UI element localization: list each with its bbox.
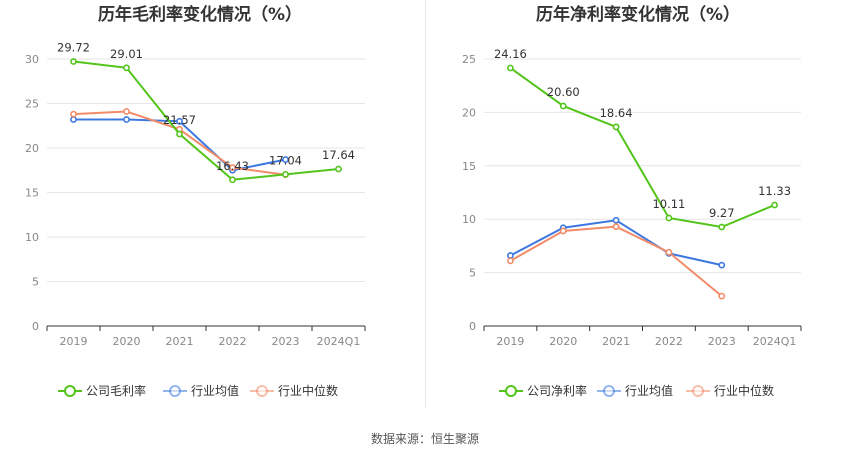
data-label: 9.27 <box>709 206 735 220</box>
chart-title: 历年毛利率变化情况（%） <box>98 4 302 25</box>
x-tick-label: 2024Q1 <box>317 335 361 348</box>
data-point <box>123 116 130 123</box>
legend-item: 行业中位数 <box>686 383 774 398</box>
data-point <box>612 123 620 131</box>
x-tick-label: 2020 <box>113 335 141 348</box>
data-point <box>176 130 183 138</box>
data-point <box>612 216 620 224</box>
data-point <box>718 292 726 300</box>
data-point <box>507 252 514 259</box>
data-point <box>559 102 567 110</box>
data-point <box>229 164 236 171</box>
data-point <box>176 117 183 125</box>
data-label: 20.60 <box>547 85 580 99</box>
gross-margin-chart-panel: 历年毛利率变化情况（%） 0 5 10 15 20 25 30 2019 2020 2021 2022… <box>0 0 425 420</box>
y-tick-label: 5 <box>32 276 39 289</box>
data-point <box>559 227 567 235</box>
data-label: 16.43 <box>216 159 249 173</box>
data-point <box>123 108 130 115</box>
data-label: 29.01 <box>110 47 143 61</box>
y-tick-label: 25 <box>25 98 39 111</box>
net-margin-chart-panel: 历年净利率变化情况（%） 0 5 10 15 20 25 2019 2020 2021 2022 20… <box>426 0 850 420</box>
data-point <box>612 223 620 231</box>
y-tick-label: 30 <box>25 53 39 66</box>
legend-swatch-marker <box>505 385 517 397</box>
series-line <box>509 225 723 297</box>
chart-title: 历年净利率变化情况（%） <box>536 4 740 25</box>
data-label: 10.11 <box>652 197 685 211</box>
legend-swatch-marker <box>603 385 615 397</box>
legend-label: 行业中位数 <box>714 383 774 398</box>
data-label: 24.16 <box>494 47 527 61</box>
legend-swatch-marker <box>256 385 268 397</box>
data-label: 29.72 <box>57 40 90 54</box>
x-tick-label: 2019 <box>60 335 88 348</box>
y-tick-label: 10 <box>25 231 39 244</box>
y-tick-label: 5 <box>469 267 476 280</box>
legend-item: 公司毛利率 <box>58 383 146 398</box>
data-point <box>718 223 726 231</box>
y-tick-label: 10 <box>462 213 476 226</box>
legend-item: 公司净利率 <box>499 383 587 398</box>
y-tick-label: 20 <box>462 106 476 119</box>
x-tick-label: 2022 <box>655 335 683 348</box>
legend-item: 行业均值 <box>597 383 673 398</box>
y-tick-label: 0 <box>469 320 476 333</box>
x-tick-label: 2023 <box>708 335 736 348</box>
data-label: 17.64 <box>322 148 355 162</box>
legend-swatch-marker <box>692 385 704 397</box>
data-point <box>70 58 77 65</box>
x-tick-label: 2023 <box>272 335 300 348</box>
legend-label: 公司净利率 <box>527 383 587 398</box>
data-point <box>771 201 778 209</box>
y-tick-label: 20 <box>25 142 39 155</box>
data-point <box>718 261 726 269</box>
series-line <box>73 60 339 181</box>
x-tick-label: 2019 <box>496 335 524 348</box>
x-tick-label: 2021 <box>166 335 194 348</box>
data-point <box>70 110 77 118</box>
x-tick-label: 2024Q1 <box>753 335 797 348</box>
y-tick-label: 0 <box>32 320 39 333</box>
legend-swatch-marker <box>64 385 76 397</box>
net-margin-chart: 历年净利率变化情况（%） 0 5 10 15 20 25 2019 2020 2021 2022 20… <box>462 4 802 398</box>
data-point <box>507 64 514 72</box>
data-point <box>229 176 236 184</box>
data-label: 21.57 <box>163 113 196 127</box>
legend-label: 公司毛利率 <box>86 383 146 398</box>
series-line <box>509 67 775 229</box>
x-tick-label: 2020 <box>549 335 577 348</box>
data-point <box>123 64 130 72</box>
y-tick-label: 15 <box>462 160 476 173</box>
legend-item: 行业中位数 <box>250 383 338 398</box>
y-tick-label: 25 <box>462 53 476 66</box>
data-point <box>282 156 289 163</box>
data-label: 17.04 <box>269 153 302 167</box>
legend-label: 行业均值 <box>191 383 239 398</box>
legend-swatch-marker <box>169 385 181 397</box>
data-point <box>335 165 342 173</box>
data-point <box>70 116 77 123</box>
legend-label: 行业中位数 <box>278 383 338 398</box>
legend-item: 行业均值 <box>163 383 239 398</box>
data-point <box>665 248 673 256</box>
data-point <box>282 170 289 178</box>
data-label: 18.64 <box>600 106 633 120</box>
data-point <box>665 214 673 222</box>
legend-label: 行业均值 <box>625 383 673 398</box>
panel-divider <box>425 0 426 408</box>
x-tick-label: 2022 <box>219 335 247 348</box>
data-source-note: 数据来源：恒生聚源 <box>370 432 479 446</box>
data-label: 11.33 <box>758 184 791 198</box>
y-tick-label: 15 <box>25 187 39 200</box>
x-tick-label: 2021 <box>602 335 630 348</box>
data-point <box>507 257 514 265</box>
gross-margin-chart: 历年毛利率变化情况（%） 0 5 10 15 20 25 30 2019 2020 2021 2022… <box>25 4 366 398</box>
